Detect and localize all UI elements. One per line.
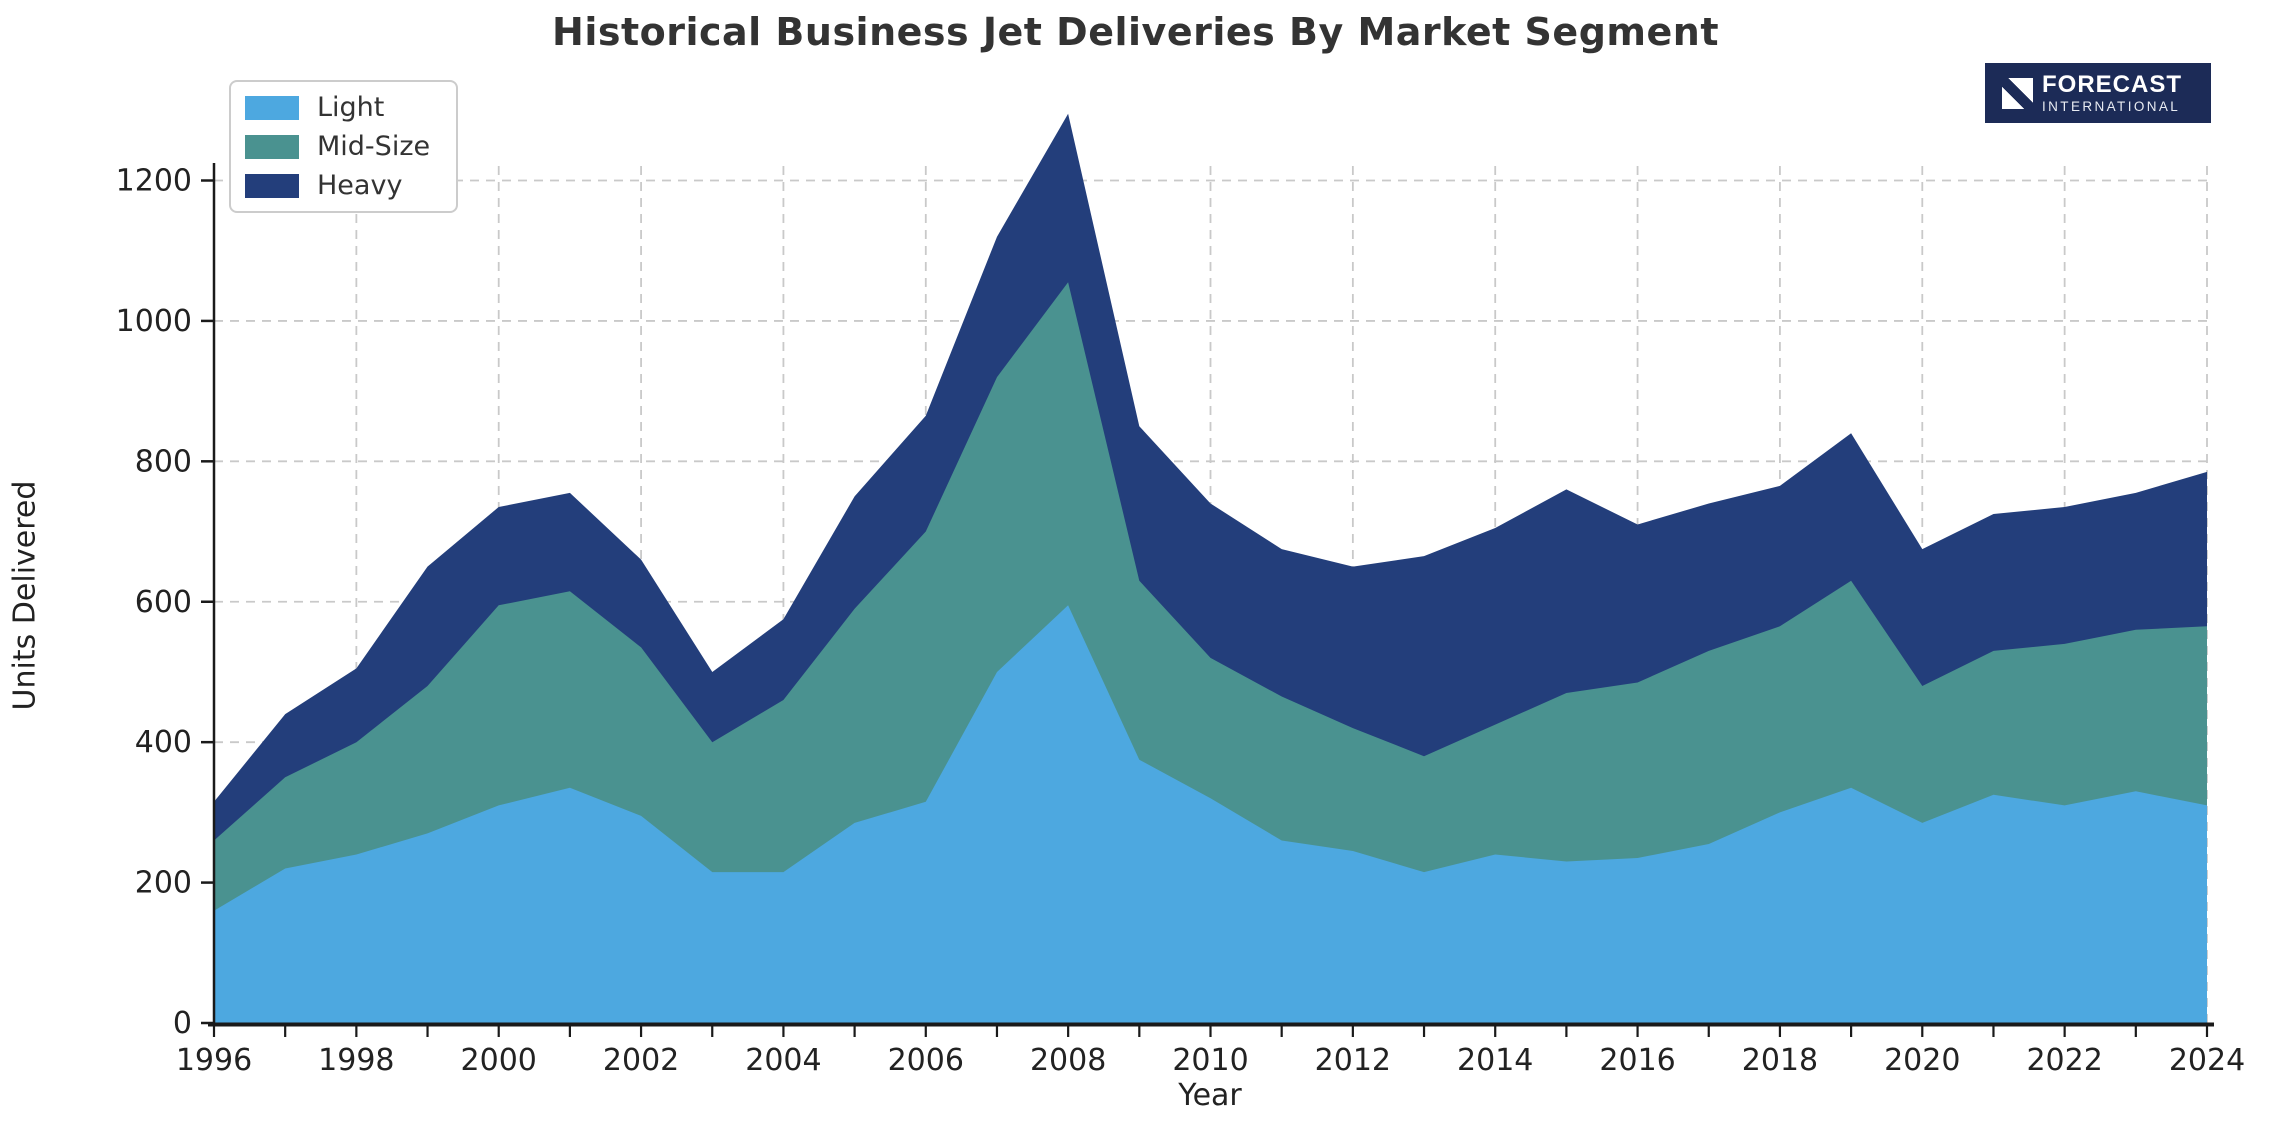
chart-title: Historical Business Jet Deliveries By Ma… bbox=[552, 10, 1719, 54]
y-tick-label: 400 bbox=[135, 725, 192, 760]
x-tick-label: 2002 bbox=[603, 1043, 679, 1078]
legend-item-light: Light bbox=[245, 94, 430, 121]
legend-label: Mid-Size bbox=[317, 131, 431, 162]
forecast-international-logo: FORECAST INTERNATIONAL bbox=[1985, 63, 2211, 123]
x-tick-label: 2012 bbox=[1315, 1043, 1391, 1078]
legend-label: Light bbox=[317, 92, 385, 123]
x-tick-label: 2004 bbox=[745, 1043, 821, 1078]
x-tick-label: 2014 bbox=[1457, 1043, 1533, 1078]
area-light bbox=[214, 605, 2207, 1023]
legend-item-heavy: Heavy bbox=[245, 172, 430, 199]
legend-swatch-icon bbox=[245, 95, 299, 120]
area-mid-size bbox=[214, 282, 2207, 1023]
legend-swatch-icon bbox=[245, 173, 299, 198]
legend-label: Heavy bbox=[317, 170, 403, 201]
y-tick-label: 200 bbox=[135, 866, 192, 901]
y-tick-label: 1200 bbox=[116, 164, 192, 199]
legend-swatch-icon bbox=[245, 134, 299, 159]
y-tick-label: 600 bbox=[135, 585, 192, 620]
x-tick-label: 2008 bbox=[1030, 1043, 1106, 1078]
x-tick-label: 2010 bbox=[1172, 1043, 1248, 1078]
y-tick-label: 0 bbox=[173, 1006, 192, 1041]
logo-line-forecast: FORECAST bbox=[2042, 70, 2182, 98]
legend: Light Mid-Size Heavy bbox=[229, 80, 459, 213]
x-tick-label: 2018 bbox=[1742, 1043, 1818, 1078]
x-tick-label: 2016 bbox=[1599, 1043, 1675, 1078]
x-tick-label: 2006 bbox=[888, 1043, 964, 1078]
x-tick-label: 1996 bbox=[176, 1043, 252, 1078]
y-tick-label: 1000 bbox=[116, 304, 192, 339]
y-axis-label: Units Delivered bbox=[7, 480, 43, 711]
x-tick-label: 2000 bbox=[461, 1043, 537, 1078]
logo-line-international: INTERNATIONAL bbox=[2042, 98, 2181, 114]
x-tick-label: 2022 bbox=[2026, 1043, 2102, 1078]
x-axis-label: Year bbox=[1178, 1078, 1242, 1113]
x-tick-label: 1998 bbox=[318, 1043, 394, 1078]
logo-text: FORECAST INTERNATIONAL bbox=[2042, 70, 2182, 114]
x-tick-label: 2020 bbox=[1884, 1043, 1960, 1078]
y-tick-label: 800 bbox=[135, 444, 192, 479]
x-tick-label: 2024 bbox=[2169, 1043, 2245, 1078]
legend-item-mid-size: Mid-Size bbox=[245, 133, 430, 160]
logo-triangle-icon bbox=[2002, 77, 2033, 109]
